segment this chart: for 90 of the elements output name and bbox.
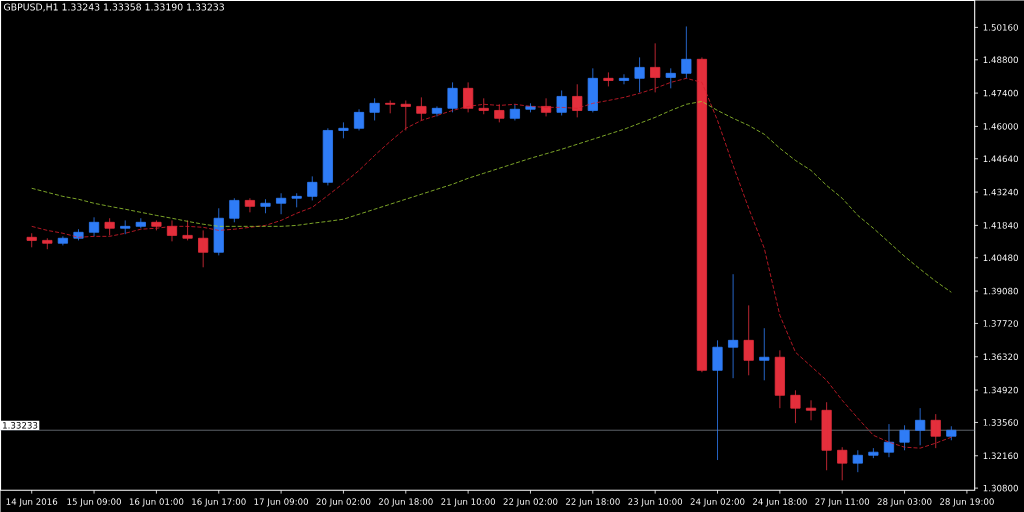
- candlestick: [400, 99, 411, 131]
- candlestick: [322, 127, 333, 186]
- candlestick: [852, 449, 863, 473]
- y-tick-label: 1.30800: [983, 484, 1018, 492]
- y-tick-label: 1.48800: [983, 56, 1018, 63]
- candlestick: [572, 83, 583, 118]
- candlestick: [494, 103, 505, 123]
- y-tick-label: 1.41840: [983, 222, 1018, 229]
- x-tick-label: 15 Jun 09:00: [67, 498, 121, 507]
- x-tick-label: 27 Jun 11:00: [815, 498, 870, 507]
- y-tick-label: 1.46000: [983, 123, 1018, 130]
- y-tick-label: 1.34920: [983, 386, 1018, 394]
- y-tick-label: 1.43240: [983, 188, 1018, 196]
- ref-line-label: 1.33233: [3, 421, 38, 429]
- candlestick: [478, 97, 489, 115]
- chart-title: GBPUSD,H1 1.33243 1.33358 1.33190 1.33233: [4, 3, 224, 12]
- candlestick: [135, 217, 146, 229]
- candlestick: [463, 81, 474, 113]
- candlestick: [291, 192, 302, 208]
- candlestick: [790, 389, 801, 424]
- candlestick: [509, 103, 520, 121]
- candlestick: [681, 25, 692, 79]
- candlestick: [276, 192, 287, 215]
- candlestick: [634, 56, 645, 93]
- candlestick: [587, 67, 598, 113]
- candlestick: [369, 97, 380, 121]
- x-tick-label: 22 Jun 18:00: [565, 498, 620, 507]
- candlestick: [120, 219, 131, 235]
- x-tick-label: 16 Jun 17:00: [192, 498, 246, 507]
- candlestick: [431, 105, 443, 117]
- x-tick-label: 21 Jun 10:00: [441, 498, 496, 507]
- x-tick-label: 20 Jun 02:00: [316, 498, 371, 507]
- candlestick: [556, 89, 567, 116]
- x-tick-label: 17 Jun 09:00: [254, 498, 309, 507]
- candlestick: [26, 232, 37, 248]
- candlestick: [104, 217, 115, 236]
- candlestick: [447, 81, 458, 113]
- y-tick-label: 1.50160: [983, 24, 1018, 31]
- candlestick: [151, 219, 162, 231]
- candlestick: [728, 273, 739, 379]
- candlestick: [166, 219, 178, 242]
- y-tick-label: 1.47400: [983, 89, 1018, 97]
- candlestick: [57, 235, 68, 246]
- x-tick-label: 16 Jun 01:00: [129, 498, 184, 507]
- candlestick: [229, 197, 240, 223]
- candlestick: [42, 237, 53, 250]
- candlestick: [805, 399, 817, 421]
- candlestick: [307, 175, 318, 201]
- y-tick-label: 1.37720: [983, 320, 1018, 327]
- candlestick: [946, 425, 957, 441]
- candlestick: [338, 121, 349, 139]
- candlestick: [416, 96, 427, 121]
- candlestick: [385, 99, 396, 114]
- y-tick-label: 1.39080: [983, 287, 1018, 295]
- candlestick: [759, 327, 770, 381]
- candlestick: [182, 219, 193, 241]
- candlestick: [665, 67, 676, 89]
- candlestick: [618, 73, 630, 85]
- candlestick: [213, 207, 224, 256]
- candlestick: [930, 413, 941, 449]
- candlestick: [198, 229, 209, 268]
- candlestick: [353, 108, 365, 131]
- y-tick-label: 1.33560: [983, 419, 1018, 426]
- candlestick: [743, 304, 754, 376]
- candlestick: [244, 197, 255, 213]
- candlestick: [603, 71, 614, 87]
- candlestick: [915, 407, 926, 446]
- y-tick-label: 1.32160: [983, 452, 1018, 459]
- candlestick: [821, 401, 832, 471]
- candlestick: [899, 424, 910, 451]
- candlestick: [774, 349, 785, 409]
- candlestick: [88, 216, 100, 237]
- x-tick-label: 28 Jun 03:00: [877, 498, 932, 507]
- y-tick-label: 1.40480: [983, 254, 1018, 261]
- x-tick-label: 14 Jun 2016: [6, 498, 58, 507]
- candlestick: [696, 56, 708, 373]
- candlestick: [837, 446, 848, 481]
- candlestick: [712, 339, 723, 461]
- candlestick: [868, 447, 879, 459]
- y-tick-label: 1.36320: [983, 353, 1018, 360]
- x-tick-label: 22 Jun 02:00: [503, 498, 558, 507]
- candlestick: [883, 423, 895, 458]
- x-tick-label: 20 Jun 18:00: [378, 498, 433, 507]
- x-tick-label: 28 Jun 19:00: [940, 498, 994, 507]
- x-tick-label: 24 Jun 18:00: [752, 498, 807, 507]
- x-tick-label: 23 Jun 10:00: [628, 498, 683, 507]
- x-tick-label: 24 Jun 02:00: [690, 498, 745, 507]
- candlestick: [260, 198, 271, 214]
- y-tick-label: 1.44640: [983, 155, 1018, 162]
- candlestick: [650, 42, 661, 93]
